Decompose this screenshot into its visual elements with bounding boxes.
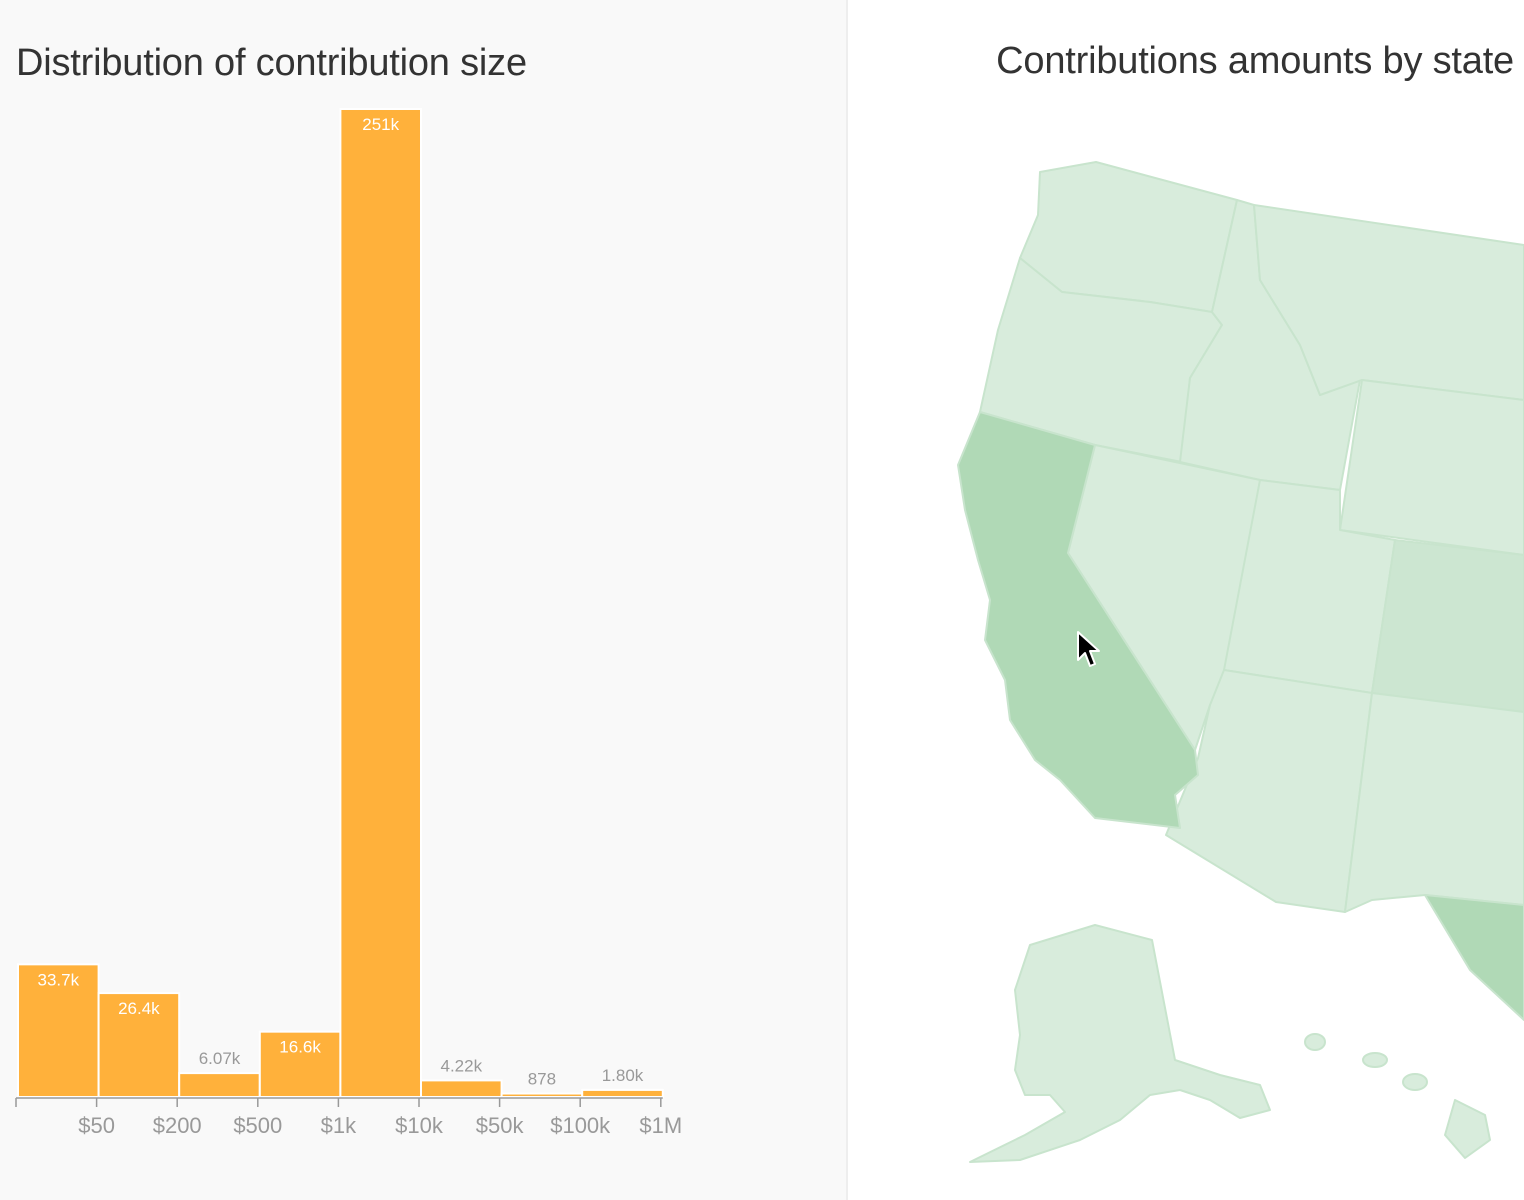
bar-value-label-0: 33.7k bbox=[38, 970, 80, 989]
bar-value-label-3: 16.6k bbox=[279, 1038, 321, 1057]
histogram-bar-5[interactable] bbox=[420, 1079, 503, 1099]
state-new-mexico[interactable] bbox=[1344, 692, 1524, 913]
bar-value-label-2: 6.07k bbox=[199, 1049, 241, 1068]
histogram-bar-2[interactable] bbox=[178, 1072, 261, 1099]
state-hawaii-kauai[interactable] bbox=[1304, 1033, 1326, 1051]
map-panel: Contributions amounts by state bbox=[850, 0, 1524, 1200]
x-axis: $50 $200 $500 $1k $10k $50k $100k $1M bbox=[15, 1097, 682, 1138]
x-tick-label-0: $50 bbox=[78, 1113, 115, 1138]
x-tick-label-1: $200 bbox=[153, 1113, 202, 1138]
x-tick-label-6: $100k bbox=[550, 1113, 611, 1138]
histogram-chart: 33.7k 26.4k 6.07k 16.6k 251k 4.22k 878 1.80k $5… bbox=[15, 108, 682, 1138]
histogram-bar-0[interactable] bbox=[17, 963, 100, 1098]
bars-layer: 33.7k 26.4k 6.07k 16.6k 251k 4.22k 878 1.80k bbox=[17, 108, 664, 1099]
x-tick-label-3: $1k bbox=[321, 1113, 357, 1138]
map-title: Contributions amounts by state bbox=[996, 40, 1514, 82]
bar-value-label-1: 26.4k bbox=[118, 999, 160, 1018]
arrow-cursor-icon bbox=[1077, 631, 1100, 667]
bar-value-label-7: 1.80k bbox=[602, 1066, 644, 1085]
x-tick-label-7: $1M bbox=[639, 1113, 682, 1138]
x-tick-label-2: $500 bbox=[233, 1113, 282, 1138]
histogram-title: Distribution of contribution size bbox=[16, 42, 527, 84]
state-hawaii-maui[interactable] bbox=[1402, 1073, 1428, 1091]
bar-value-label-6: 878 bbox=[528, 1070, 556, 1089]
bar-value-label-4: 251k bbox=[362, 115, 399, 134]
state-montana[interactable] bbox=[1253, 204, 1524, 401]
state-hawaii-oahu[interactable] bbox=[1362, 1052, 1388, 1068]
state-colorado[interactable] bbox=[1371, 539, 1524, 713]
state-wyoming[interactable] bbox=[1339, 379, 1524, 556]
histogram-bar-6[interactable] bbox=[500, 1092, 584, 1098]
x-tick-label-4: $10k bbox=[395, 1113, 444, 1138]
histogram-bar-1[interactable] bbox=[97, 992, 181, 1099]
state-texas[interactable] bbox=[1424, 894, 1524, 1021]
state-california[interactable] bbox=[957, 411, 1199, 829]
state-hawaii-big-island[interactable] bbox=[1444, 1099, 1491, 1159]
state-alaska[interactable] bbox=[969, 924, 1271, 1163]
x-tick-label-5: $50k bbox=[476, 1113, 525, 1138]
histogram-bar-3[interactable] bbox=[258, 1030, 342, 1099]
histogram-bar-4[interactable] bbox=[339, 108, 422, 1098]
histogram-panel: Distribution of contribution size 33.7k 2… bbox=[15, 0, 848, 1200]
bar-value-label-5: 4.22k bbox=[441, 1056, 483, 1075]
histogram-bar-7[interactable] bbox=[581, 1088, 664, 1099]
us-state-map bbox=[957, 161, 1524, 1163]
